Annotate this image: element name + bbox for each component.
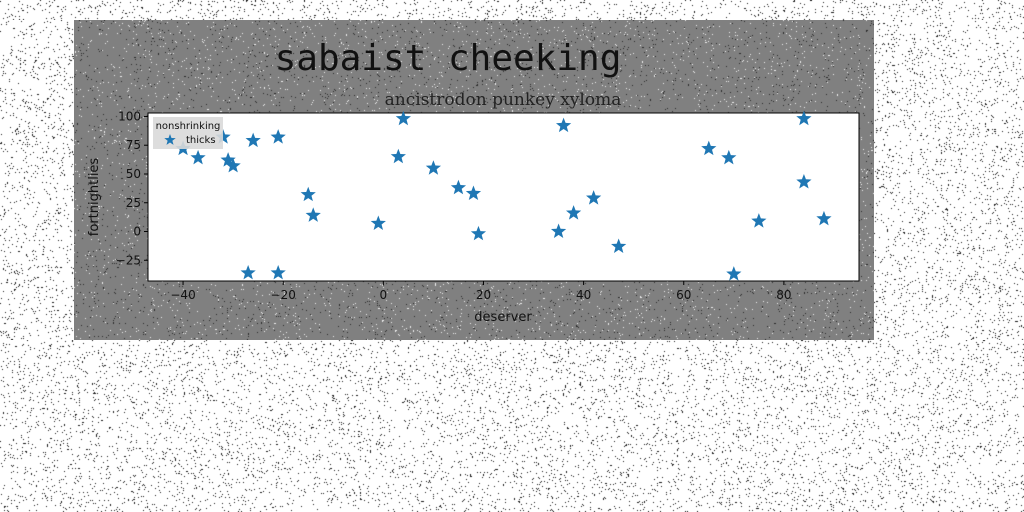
data-point-star bbox=[751, 213, 767, 228]
x-tick-label: 0 bbox=[380, 288, 388, 302]
scatter-chart: ancistrodon punkey xyloma deserver fortn… bbox=[87, 90, 860, 325]
figure-panel: sabaist cheeking ancistrodon punkey xylo… bbox=[74, 20, 874, 340]
y-tick-label: 50 bbox=[126, 167, 141, 181]
data-point-star bbox=[370, 215, 386, 230]
data-point-star bbox=[305, 207, 321, 222]
y-axis-ticks: −25 0 25 50 75 100 bbox=[116, 109, 148, 267]
data-point-star bbox=[796, 174, 812, 189]
data-point-star bbox=[300, 186, 316, 202]
data-point-star bbox=[555, 117, 572, 133]
data-point-star bbox=[270, 129, 286, 144]
data-point-star bbox=[395, 110, 411, 126]
data-point-star bbox=[726, 266, 742, 281]
y-tick-label: 0 bbox=[133, 225, 141, 239]
x-tick-label: 60 bbox=[676, 288, 691, 302]
data-point-star bbox=[816, 210, 832, 226]
legend-marker bbox=[164, 134, 176, 145]
y-tick-label: −25 bbox=[116, 253, 141, 267]
data-point-star bbox=[225, 157, 241, 173]
x-tick-label: 20 bbox=[476, 288, 491, 302]
data-point-star bbox=[465, 185, 482, 201]
x-tick-label: −40 bbox=[170, 288, 195, 302]
x-tick-label: −20 bbox=[271, 288, 296, 302]
data-point-star bbox=[425, 160, 442, 175]
data-point-star bbox=[190, 149, 206, 165]
data-point-star bbox=[586, 190, 602, 205]
data-point-star bbox=[245, 132, 261, 148]
y-tick-label: 25 bbox=[126, 196, 141, 210]
y-tick-label: 75 bbox=[126, 138, 141, 152]
data-point-star bbox=[470, 225, 487, 241]
x-tick-label: 80 bbox=[776, 288, 791, 302]
data-point-star bbox=[550, 223, 567, 238]
legend: nonshrinking thicks bbox=[153, 117, 223, 149]
legend-label: thicks bbox=[186, 135, 216, 146]
y-tick-label: 100 bbox=[118, 109, 141, 123]
data-point-star bbox=[565, 205, 582, 220]
legend-star-icon bbox=[164, 134, 176, 145]
data-point-star bbox=[611, 238, 627, 253]
data-point-star bbox=[721, 149, 737, 165]
data-point-star bbox=[796, 110, 812, 126]
data-point-star bbox=[450, 179, 467, 195]
plot-title: ancistrodon punkey xyloma bbox=[385, 90, 622, 110]
data-point-star bbox=[240, 264, 256, 280]
data-point-star bbox=[215, 129, 231, 144]
y-axis-label: fortnightlies bbox=[87, 158, 102, 237]
data-point-star bbox=[270, 264, 286, 280]
data-point-star bbox=[390, 148, 406, 164]
x-tick-label: 40 bbox=[576, 288, 591, 302]
legend-box bbox=[153, 117, 223, 149]
data-point-star bbox=[220, 152, 236, 167]
x-axis-ticks: −40 −20 0 20 40 60 80 bbox=[170, 281, 792, 302]
plot-area bbox=[147, 112, 860, 282]
x-axis-label: deserver bbox=[474, 310, 532, 325]
legend-title: nonshrinking bbox=[156, 121, 221, 132]
data-point-star bbox=[701, 140, 717, 156]
figure-title: sabaist cheeking bbox=[274, 38, 622, 79]
